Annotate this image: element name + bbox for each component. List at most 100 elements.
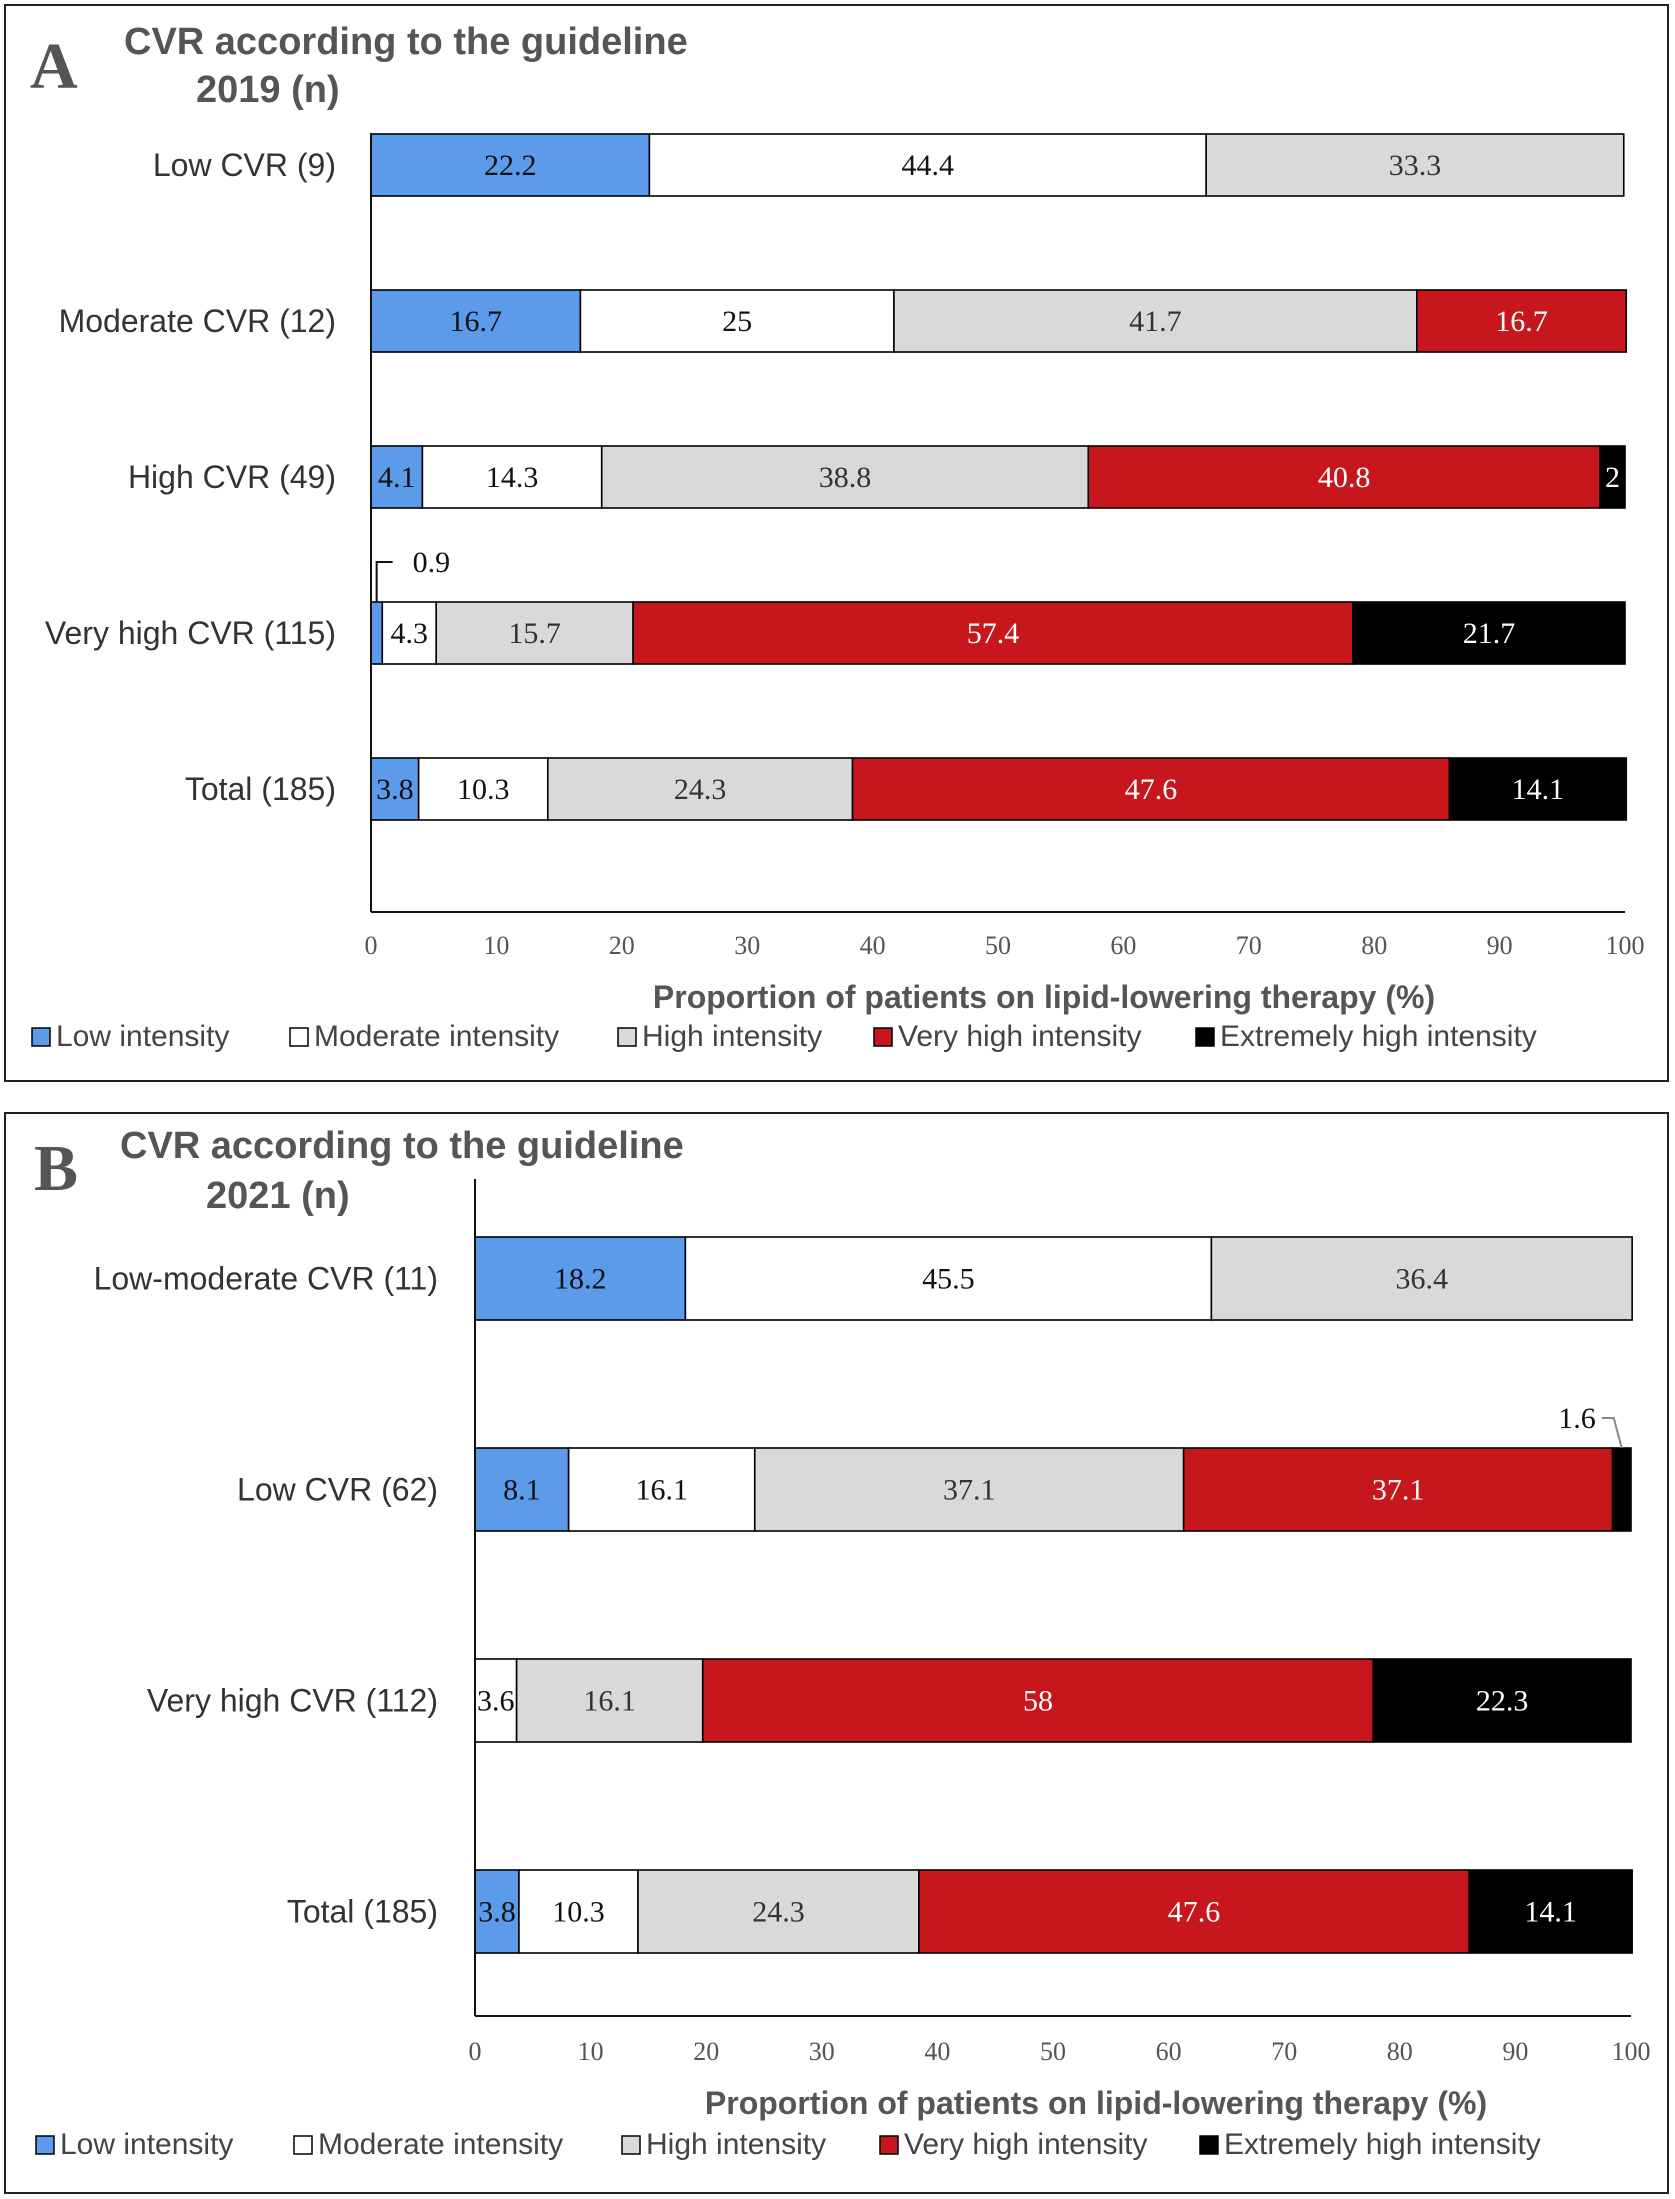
- data-label-moderate-intensity-moderate-cvr: 25: [722, 305, 752, 338]
- data-label-moderate-intensity-total: 10.3: [457, 773, 510, 806]
- legend-swatch-very-high-intensity: [873, 1027, 893, 1047]
- bar-segment-extremely-high-intensity-total: [1468, 1869, 1633, 1954]
- data-label-low-intensity-high-cvr: 4.1: [378, 461, 416, 494]
- x-tick-label-90: 90: [1502, 2037, 1528, 2066]
- bar-segment-high-intensity-moderate-cvr: [893, 289, 1418, 353]
- data-label-low-intensity-total: 3.8: [376, 773, 414, 806]
- chart-a-title-line1: CVR according to the guideline: [124, 21, 688, 63]
- data-label-high-intensity-high-cvr: 38.8: [819, 461, 872, 494]
- bar-segment-moderate-intensity-low-cvr: [648, 133, 1207, 197]
- callout-text: 1.6: [1558, 1402, 1596, 1435]
- data-label-low-intensity-moderate-cvr: 16.7: [449, 305, 502, 338]
- bar-segment-very-high-intensity-very-high-cvr: [701, 1658, 1375, 1743]
- panel-letter-b: B: [34, 1132, 78, 1205]
- data-label-extremely-high-intensity-high-cvr: 2: [1605, 461, 1620, 494]
- chart-b-svg: B CVR according to the guideline 2021 (n…: [34, 1125, 1651, 2161]
- legend-swatch-very-high-intensity: [879, 2135, 899, 2155]
- panel-letter-a: A: [30, 30, 78, 103]
- legend-item-low-intensity: Low intensity: [35, 2128, 233, 2161]
- bar-segment-very-high-intensity-total: [851, 757, 1451, 821]
- legend-swatch-moderate-intensity: [289, 1027, 309, 1047]
- x-tick-label-40: 40: [924, 2037, 950, 2066]
- x-tick-label-70: 70: [1271, 2037, 1297, 2066]
- chart-a-x-axis-label: Proportion of patients on lipid-lowering…: [653, 979, 1435, 1015]
- data-label-moderate-intensity-high-cvr: 14.3: [486, 461, 539, 494]
- legend-label-low-intensity: Low intensity: [56, 1020, 229, 1053]
- bar-segment-extremely-high-intensity-very-high-cvr: [1352, 601, 1626, 665]
- chart-b-x-axis-label: Proportion of patients on lipid-lowering…: [705, 2085, 1487, 2121]
- data-label-high-intensity-moderate-cvr: 41.7: [1129, 305, 1182, 338]
- chart-b-title-line2: 2021 (n): [206, 1175, 350, 1217]
- legend-label-moderate-intensity: Moderate intensity: [314, 1020, 559, 1053]
- x-tick-label-10: 10: [578, 2037, 604, 2066]
- data-label-moderate-intensity-low-cvr: 16.1: [635, 1474, 688, 1507]
- data-label-extremely-high-intensity-total: 14.1: [1512, 773, 1565, 806]
- legend-item-high-intensity: High intensity: [621, 2128, 826, 2161]
- legend-label-high-intensity: High intensity: [642, 1020, 822, 1053]
- category-label-total: Total (185): [185, 771, 336, 807]
- bar-segment-high-intensity-very-high-cvr: [515, 1658, 704, 1743]
- callout-low-intensity-very-high-cvr: 0.9: [375, 546, 451, 602]
- bar-segment-very-high-intensity-moderate-cvr: [1416, 289, 1628, 353]
- bar-segment-very-high-intensity-total: [918, 1869, 1470, 1954]
- data-label-moderate-intensity-total: 10.3: [552, 1896, 605, 1929]
- x-tick-label-70: 70: [1236, 931, 1262, 960]
- chart-a-title-line2: 2019 (n): [196, 69, 340, 111]
- legend-item-extremely-high-intensity: Extremely high intensity: [1195, 1020, 1537, 1053]
- x-tick-label-80: 80: [1361, 931, 1387, 960]
- x-tick-label-40: 40: [860, 931, 886, 960]
- legend-item-low-intensity: Low intensity: [31, 1020, 229, 1053]
- category-label-low-cvr: Low CVR (62): [237, 1472, 438, 1508]
- data-label-extremely-high-intensity-very-high-cvr: 21.7: [1463, 617, 1516, 650]
- bar-segment-moderate-intensity-total: [417, 757, 549, 821]
- x-tick-label-50: 50: [985, 931, 1011, 960]
- x-tick-label-20: 20: [693, 2037, 719, 2066]
- bar-segment-high-intensity-total: [547, 757, 854, 821]
- callout-text: 0.9: [413, 546, 451, 579]
- data-label-low-intensity-low-cvr: 22.2: [484, 149, 537, 182]
- bar-segment-extremely-high-intensity-high-cvr: [1599, 445, 1626, 509]
- data-label-very-high-intensity-moderate-cvr: 16.7: [1495, 305, 1548, 338]
- bar-segment-moderate-intensity-low-moderate-cvr: [684, 1236, 1213, 1321]
- legend-label-high-intensity: High intensity: [646, 2128, 826, 2161]
- data-label-moderate-intensity-low-cvr: 44.4: [902, 149, 955, 182]
- legend-swatch-high-intensity: [621, 2135, 641, 2155]
- bar-segment-high-intensity-total: [637, 1869, 920, 1954]
- data-label-very-high-intensity-very-high-cvr: 58: [1023, 1685, 1053, 1718]
- x-tick-label-0: 0: [365, 931, 378, 960]
- x-tick-label-20: 20: [609, 931, 635, 960]
- bar-segment-extremely-high-intensity-total: [1448, 757, 1628, 821]
- category-label-moderate-cvr: Moderate CVR (12): [59, 303, 336, 339]
- legend-label-extremely-high-intensity: Extremely high intensity: [1220, 1020, 1537, 1053]
- category-label-low-moderate-cvr: Low-moderate CVR (11): [94, 1261, 438, 1297]
- legend-label-very-high-intensity: Very high intensity: [898, 1020, 1141, 1053]
- bar-segment-low-intensity-low-moderate-cvr: [474, 1236, 687, 1321]
- legend-swatch-low-intensity: [35, 2135, 55, 2155]
- category-label-very-high-cvr: Very high CVR (115): [45, 615, 336, 651]
- legend-item-high-intensity: High intensity: [617, 1020, 822, 1053]
- bar-segment-extremely-high-intensity-low-cvr: [1611, 1447, 1632, 1532]
- bar-segment-high-intensity-very-high-cvr: [435, 601, 634, 665]
- callout-extremely-high-intensity-low-cvr: 1.6: [1558, 1402, 1623, 1449]
- legend-swatch-extremely-high-intensity: [1199, 2135, 1219, 2155]
- legend-swatch-moderate-intensity: [293, 2135, 313, 2155]
- x-tick-label-50: 50: [1040, 2037, 1066, 2066]
- legend-swatch-low-intensity: [31, 1027, 51, 1047]
- category-label-high-cvr: High CVR (49): [128, 459, 336, 495]
- category-label-low-cvr: Low CVR (9): [153, 147, 336, 183]
- legend-swatch-extremely-high-intensity: [1195, 1027, 1215, 1047]
- legend-label-moderate-intensity: Moderate intensity: [318, 2128, 563, 2161]
- data-label-extremely-high-intensity-very-high-cvr: 22.3: [1476, 1685, 1529, 1718]
- data-label-high-intensity-total: 24.3: [674, 773, 727, 806]
- x-tick-label-60: 60: [1156, 2037, 1182, 2066]
- legend-swatch-high-intensity: [617, 1027, 637, 1047]
- x-tick-label-60: 60: [1110, 931, 1136, 960]
- x-tick-label-10: 10: [483, 931, 509, 960]
- data-label-low-intensity-low-moderate-cvr: 18.2: [554, 1263, 607, 1296]
- legend-item-moderate-intensity: Moderate intensity: [293, 2128, 563, 2161]
- bar-segment-moderate-intensity-low-cvr: [567, 1447, 756, 1532]
- chart-panel-b: B CVR according to the guideline 2021 (n…: [4, 1112, 1669, 2194]
- data-label-high-intensity-low-cvr: 33.3: [1389, 149, 1442, 182]
- data-label-moderate-intensity-very-high-cvr: 4.3: [390, 617, 428, 650]
- x-tick-label-30: 30: [734, 931, 760, 960]
